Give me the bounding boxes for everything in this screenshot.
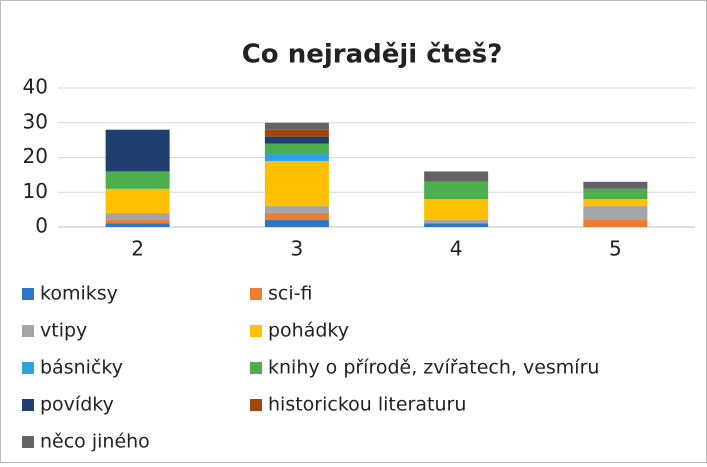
bar-segment [264,143,329,155]
legend-label: sci-fi [268,283,312,305]
bar-segment [424,181,489,200]
chart-title: Co nejraději čteš? [242,40,503,70]
x-tick-label: 3 [291,237,304,261]
legend-marker [250,362,262,374]
legend-label: komiksy [40,283,118,305]
legend-label: historickou literaturu [268,394,466,416]
bar-segment [264,160,329,207]
legend-marker [22,325,34,337]
bar-segment [264,206,329,214]
bar-segment [583,199,648,207]
y-tick-label: 0 [35,214,48,238]
legend-marker [250,399,262,411]
bar-segment [105,213,170,221]
bar-segment [424,220,489,224]
bar-segment [583,206,648,221]
legend-label: pohádky [268,320,349,342]
legend-marker [250,325,262,337]
bar-segment [264,136,329,144]
bar-segment [424,199,489,221]
y-tick-label: 10 [23,179,48,203]
bar-segment [105,171,170,189]
bar-segment [583,188,648,200]
y-tick-label: 40 [23,75,48,99]
legend-marker [22,288,34,300]
bar-segment [424,223,489,227]
bar-segment [264,220,329,227]
legend-label: básničky [40,357,123,379]
bar-segment [264,122,329,130]
bar-segment [105,223,170,227]
bar-segment [583,181,648,189]
bar-segment [424,171,489,182]
legend-marker [22,436,34,448]
legend-marker [22,399,34,411]
bar-segment [583,220,648,227]
legend-label: knihy o přírodě, zvířatech, vesmíru [268,357,599,379]
bar-segment [105,220,170,224]
y-tick-label: 20 [23,144,48,168]
bar-segment [105,188,170,214]
legend-marker [250,288,262,300]
bar-segment [264,154,329,161]
x-tick-label: 2 [131,237,144,261]
legend-label: povídky [40,394,114,416]
y-tick-label: 30 [23,109,48,133]
bar-segment [264,129,329,137]
bar-segment [105,129,170,172]
x-tick-label: 4 [450,237,463,261]
legend-marker [22,362,34,374]
legend-label: něco jiného [40,431,150,453]
legend-label: vtipy [40,320,87,342]
bar-segment [264,213,329,221]
x-tick-label: 5 [609,237,622,261]
